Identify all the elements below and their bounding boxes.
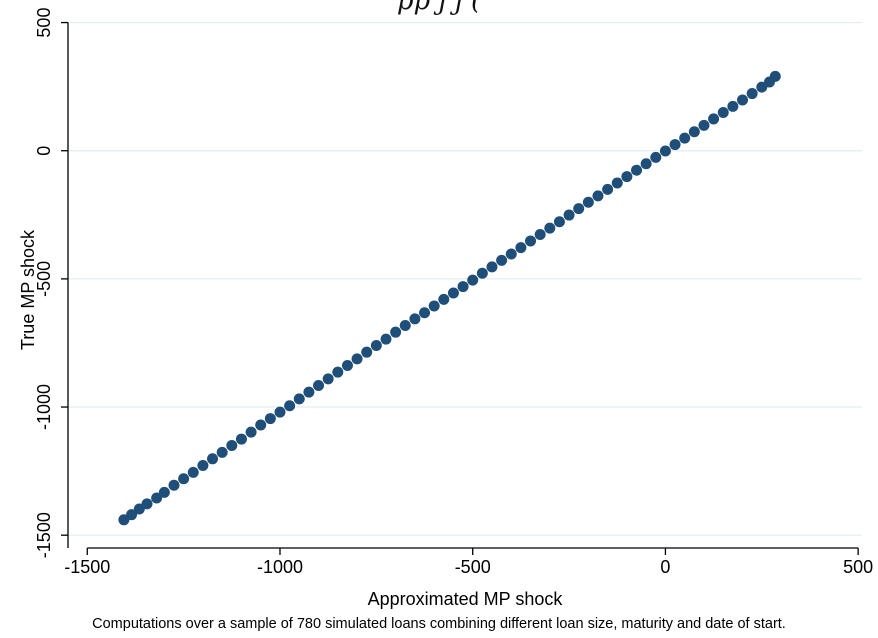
data-point (573, 203, 585, 215)
x-tick-labels: -1500 -1000 -500 0 500 (64, 557, 873, 577)
data-point (717, 107, 729, 119)
data-point (370, 340, 382, 352)
data-point (746, 88, 758, 100)
data-point (505, 248, 517, 260)
data-point (457, 281, 469, 293)
x-tick-label: 0 (660, 557, 670, 577)
data-point (611, 177, 623, 189)
x-axis-label: Approximated MP shock (368, 589, 564, 609)
data-point (168, 479, 180, 491)
data-point (496, 254, 508, 266)
data-point (679, 132, 691, 144)
scatter-chart: -1500 -1000 -500 0 500 -1500 -1000 -500 0 500 Ap… (18, 8, 873, 609)
data-point (467, 274, 479, 286)
data-point (708, 113, 720, 125)
data-point (399, 320, 411, 332)
data-point (631, 164, 643, 176)
data-point (197, 459, 209, 471)
data-point (141, 498, 153, 510)
data-point (640, 158, 652, 170)
data-point (544, 222, 556, 234)
data-point (486, 261, 498, 273)
data-point (158, 486, 170, 498)
data-point (284, 400, 296, 412)
data-point (419, 307, 431, 319)
clipped-figure-title: pp j j ( (396, 0, 482, 16)
data-point (322, 373, 334, 385)
data-point (361, 346, 373, 358)
data-point (737, 94, 749, 106)
data-point (409, 313, 421, 325)
data-point (602, 183, 614, 195)
data-point (255, 419, 267, 431)
data-point (650, 151, 662, 163)
y-tick-label: -1000 (34, 384, 54, 430)
x-tick-label: -1000 (257, 557, 303, 577)
y-axis-label: True MP shock (18, 229, 38, 350)
data-point (428, 300, 440, 312)
y-tick-label: -1500 (34, 512, 54, 558)
data-point (303, 386, 315, 398)
data-point (178, 473, 190, 485)
grid-lines (68, 21, 862, 536)
data-point (390, 326, 402, 338)
data-point (151, 492, 163, 504)
y-tick-label: 500 (34, 8, 54, 38)
data-point (341, 360, 353, 372)
data-point (525, 235, 537, 247)
data-point (582, 196, 594, 208)
data-point (126, 509, 138, 521)
data-point (534, 229, 546, 241)
data-point (515, 242, 527, 254)
data-points (118, 70, 781, 526)
data-point (688, 126, 700, 138)
data-point (216, 446, 228, 458)
x-tick-label: 500 (843, 557, 873, 577)
data-point (235, 433, 247, 445)
y-tick-labels: -1500 -1000 -500 0 500 (34, 8, 54, 559)
data-point (264, 413, 276, 425)
data-point (659, 145, 671, 157)
data-point (332, 366, 344, 378)
data-point (592, 190, 604, 202)
x-tick-label: -500 (455, 557, 491, 577)
chart-footnote: Computations over a sample of 780 simula… (92, 616, 786, 632)
data-point (274, 406, 286, 418)
data-point (727, 100, 739, 112)
data-point (351, 353, 363, 365)
data-point (447, 287, 459, 299)
data-point (669, 139, 681, 151)
data-point (226, 439, 238, 451)
data-point (187, 466, 199, 478)
data-point (293, 393, 305, 405)
data-point (207, 453, 219, 465)
data-point (438, 293, 450, 305)
data-point (769, 70, 781, 82)
x-tick-label: -1500 (64, 557, 110, 577)
data-point (245, 426, 257, 438)
data-point (621, 171, 633, 183)
y-tick-label: 0 (34, 146, 54, 156)
data-point (313, 379, 325, 391)
data-point (553, 216, 565, 228)
data-point (563, 209, 575, 221)
axes (61, 21, 859, 555)
data-point (698, 119, 710, 131)
y-tick-label: -500 (34, 261, 54, 297)
data-point (476, 267, 488, 279)
data-point (380, 333, 392, 345)
